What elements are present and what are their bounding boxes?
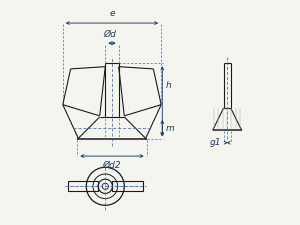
Text: Ød2: Ød2 (103, 161, 121, 170)
Bar (112, 181, 142, 191)
Text: Ød: Ød (103, 30, 116, 39)
Text: m: m (166, 124, 175, 133)
Text: g1: g1 (209, 138, 221, 147)
Bar (68, 181, 98, 191)
Text: e: e (109, 9, 115, 18)
Text: h: h (166, 81, 172, 90)
